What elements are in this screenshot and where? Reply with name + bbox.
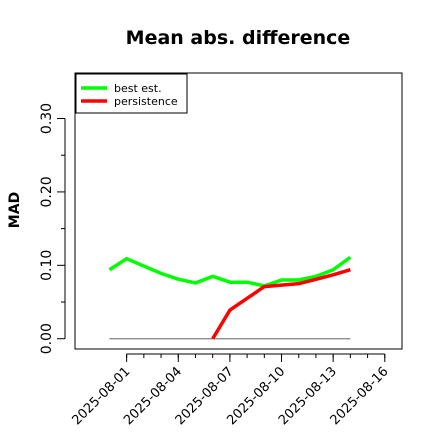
y-tick-label: 0.30 [39, 103, 55, 134]
y-tick-label: 0.00 [39, 323, 55, 354]
y-tick-label: 0.20 [39, 176, 55, 207]
legend: best est. persistence [75, 73, 188, 114]
legend-label-best-est: best est. [114, 82, 162, 95]
plot-area [74, 72, 403, 350]
legend-label-persistence: persistence [114, 95, 178, 108]
series-line-best-est [108, 255, 352, 288]
y-axis-label: MAD [7, 192, 23, 228]
y-tick-label: 0.10 [39, 250, 55, 281]
chart-title: Mean abs. difference [126, 27, 351, 49]
series-line-persistence [211, 268, 351, 340]
legend-box [75, 73, 188, 114]
